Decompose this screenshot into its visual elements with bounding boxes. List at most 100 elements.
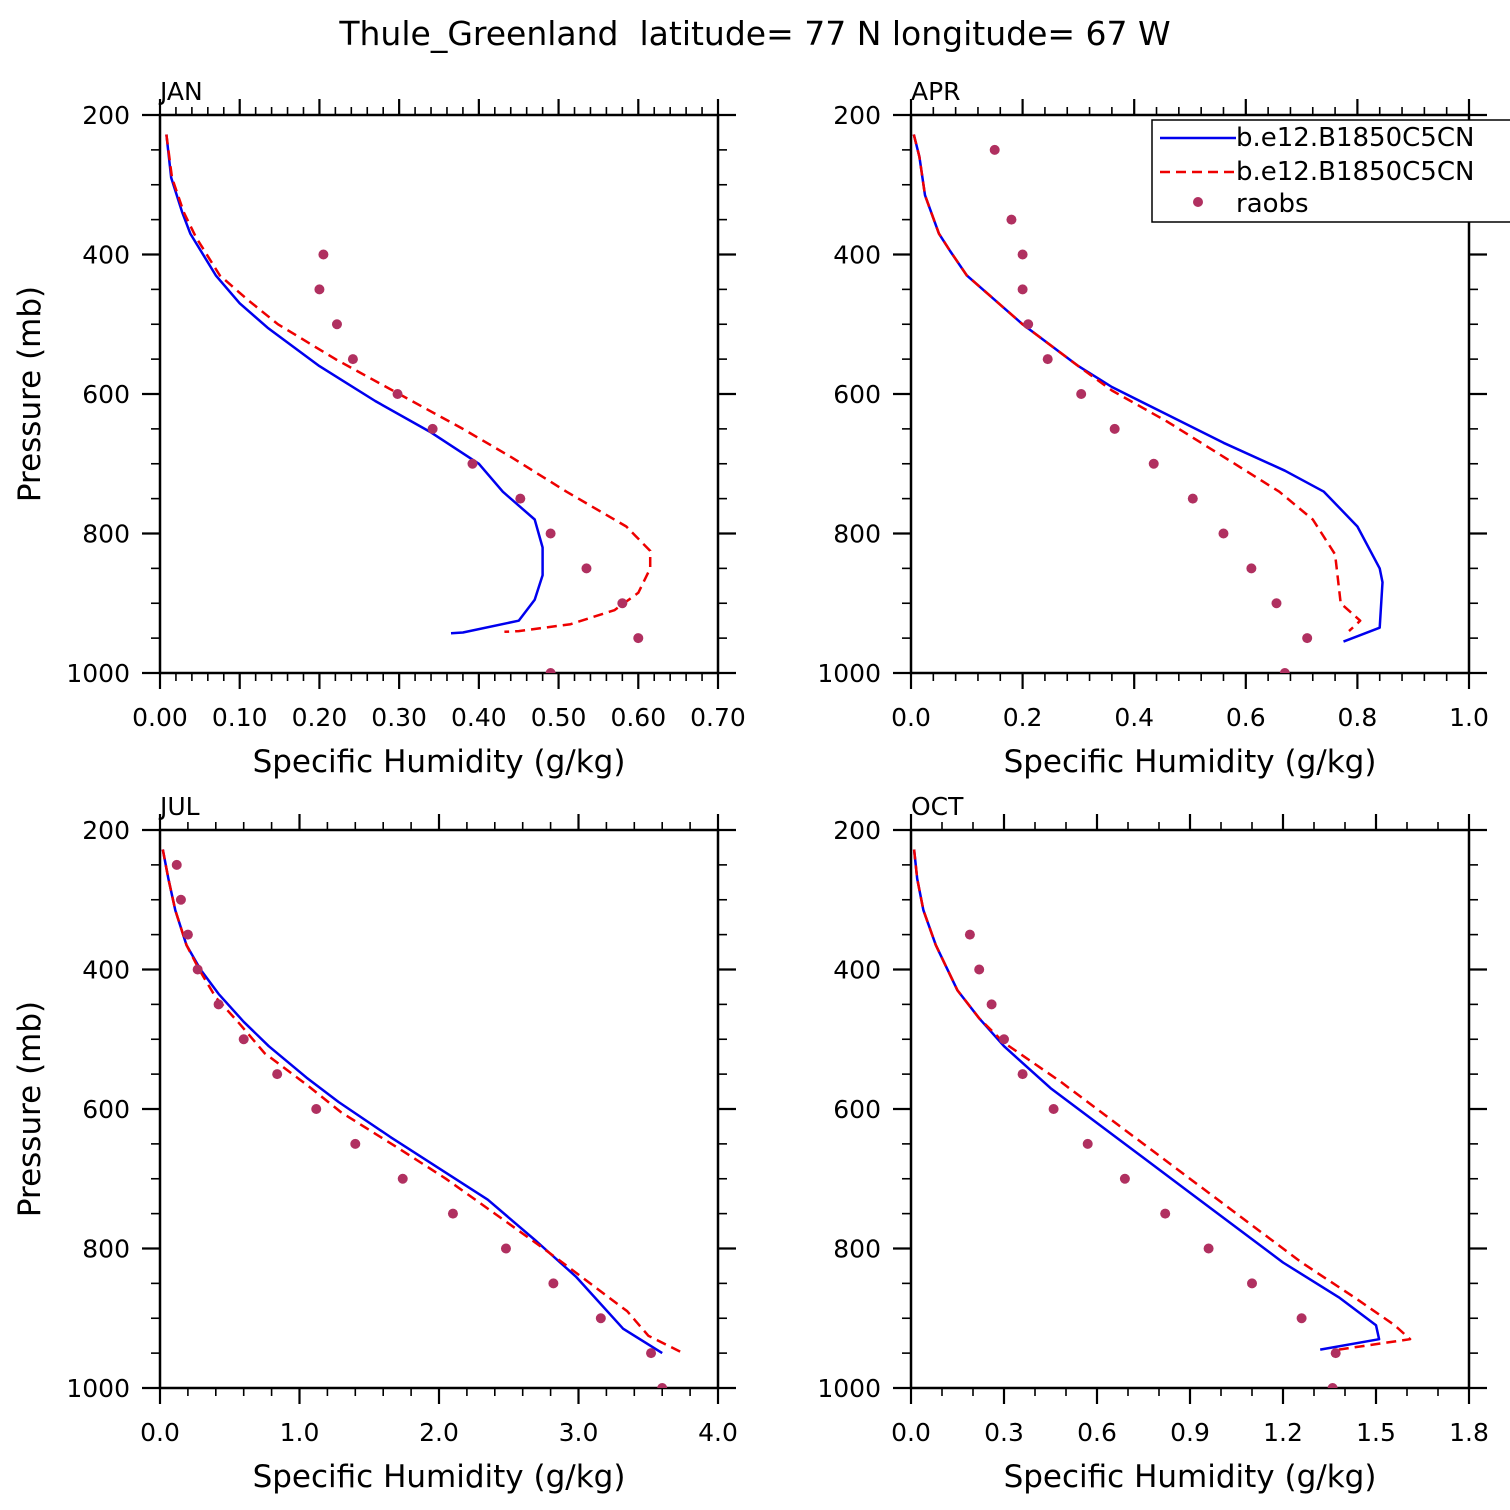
raobs-point: [1076, 389, 1087, 399]
y-tick-label: 800: [82, 520, 130, 549]
raobs-point: [1017, 249, 1028, 260]
raobs-point: [1279, 668, 1290, 673]
raobs-point: [657, 1383, 668, 1388]
raobs-point: [238, 1034, 249, 1045]
y-tick-label: 400: [833, 956, 881, 985]
y-tick-label: 1000: [66, 1374, 130, 1403]
raobs-point: [1042, 354, 1053, 365]
raobs-point: [548, 1278, 559, 1289]
x-tick-label: 0.30: [371, 703, 427, 732]
x-axis-label-jul: Specific Humidity (g/kg): [253, 1459, 626, 1495]
y-tick-label: 200: [82, 816, 130, 845]
legend: b.e12.B1850C5CN b.e12.B1850C5CN raobs: [1151, 119, 1510, 223]
y-tick-label: 200: [82, 101, 130, 130]
x-tick-label: 1.5: [1356, 1418, 1396, 1447]
x-tick-label: 0.0: [140, 1418, 180, 1447]
y-tick-label: 800: [82, 1235, 130, 1264]
raobs-point: [1017, 1069, 1028, 1080]
series-line-dashed: [161, 849, 684, 1355]
series-line-dashed: [912, 849, 1412, 1351]
y-axis-label-jan: Pressure (mb): [12, 286, 48, 502]
series-group-jul: [161, 849, 684, 1388]
y-tick-label: 200: [833, 816, 881, 845]
panel-label-oct: OCT: [911, 792, 964, 821]
x-tick-label: 1.8: [1449, 1418, 1489, 1447]
raobs-point: [581, 563, 592, 574]
raobs-point: [447, 1208, 458, 1219]
raobs-point: [1246, 563, 1257, 574]
series-line-dashed: [165, 134, 652, 634]
raobs-point: [617, 598, 628, 609]
raobs-point: [500, 1243, 511, 1254]
panel-label-apr: APR: [911, 77, 961, 106]
y-axis-label-jul: Pressure (mb): [12, 1001, 48, 1217]
raobs-point: [595, 1313, 606, 1324]
x-tick-label: 0.60: [610, 703, 666, 732]
y-tick-label: 600: [833, 1095, 881, 1124]
raobs-point: [986, 999, 997, 1010]
y-tick-label: 1000: [817, 1374, 881, 1403]
raobs-point: [1109, 423, 1120, 434]
panel-label-jul: JUL: [158, 792, 200, 821]
raobs-point: [1247, 1278, 1257, 1289]
x-tick-label: 0.6: [1226, 703, 1266, 732]
raobs-point: [347, 354, 358, 365]
raobs-point: [515, 493, 526, 504]
series-group-apr: [912, 134, 1384, 673]
x-axis-label-oct: Specific Humidity (g/kg): [1004, 1459, 1377, 1495]
y-tick-label: 800: [833, 1235, 881, 1264]
raobs-point: [1023, 319, 1034, 330]
raobs-point: [999, 1034, 1009, 1045]
y-tick-label: 800: [833, 520, 881, 549]
y-tick-label: 400: [833, 241, 881, 270]
raobs-point: [331, 319, 342, 330]
raobs-point: [545, 668, 556, 673]
x-tick-label: 0.10: [212, 703, 268, 732]
y-tick-label: 200: [833, 101, 881, 130]
raobs-point: [1048, 1104, 1059, 1114]
x-axis-label-jan: Specific Humidity (g/kg): [253, 744, 626, 780]
x-tick-label: 0.2: [1003, 703, 1043, 732]
y-tick-label: 600: [82, 380, 130, 409]
y-tick-label: 600: [833, 380, 881, 409]
raobs-point: [397, 1173, 408, 1184]
y-tick-label: 400: [82, 956, 130, 985]
x-tick-label: 3.0: [559, 1418, 599, 1447]
raobs-point: [1327, 1383, 1338, 1388]
x-tick-label: 0.6: [1077, 1418, 1117, 1447]
raobs-point: [974, 964, 985, 975]
raobs-point: [1082, 1138, 1093, 1149]
x-tick-label: 1.2: [1263, 1418, 1303, 1447]
raobs-point: [1296, 1313, 1307, 1324]
x-tick-label: 0.4: [1114, 703, 1154, 732]
raobs-point: [1271, 598, 1282, 609]
raobs-point: [350, 1138, 361, 1149]
series-line-solid: [161, 849, 663, 1355]
plot-frame-jan: [158, 113, 720, 675]
series-group-jan: [165, 134, 652, 673]
panel-apr: APR 0.0 0.2 0.4 0.6 0.8 1.0 200 400 600 800 1000 Sp…: [817, 77, 1489, 780]
series-group-oct: [912, 849, 1412, 1388]
raobs-point: [213, 999, 224, 1010]
y-tick-label: 1000: [66, 659, 130, 688]
raobs-point: [272, 1069, 283, 1080]
raobs-point: [646, 1348, 657, 1359]
raobs-point: [318, 249, 329, 260]
raobs-point: [311, 1104, 322, 1114]
raobs-point: [467, 458, 478, 469]
x-tick-label: 2.0: [419, 1418, 459, 1447]
x-tick-label: 0.0: [891, 703, 931, 732]
raobs-point: [1330, 1348, 1341, 1359]
x-tick-label: 0.00: [132, 703, 188, 732]
raobs-point: [989, 144, 1000, 155]
x-tick-label: 0.8: [1338, 703, 1378, 732]
legend-swatch-dot: [1193, 197, 1203, 207]
panel-oct: OCT 0.0 0.3 0.6 0.9 1.2 1.5 1.8 200 400 600 800 100…: [817, 792, 1489, 1495]
raobs-point: [1160, 1208, 1171, 1219]
raobs-point: [427, 423, 438, 434]
x-tick-label: 4.0: [698, 1418, 738, 1447]
x-tick-label: 0.3: [984, 1418, 1024, 1447]
legend-label-model-dashed: b.e12.B1850C5CN: [1236, 157, 1474, 187]
x-tick-label: 0.20: [292, 703, 348, 732]
